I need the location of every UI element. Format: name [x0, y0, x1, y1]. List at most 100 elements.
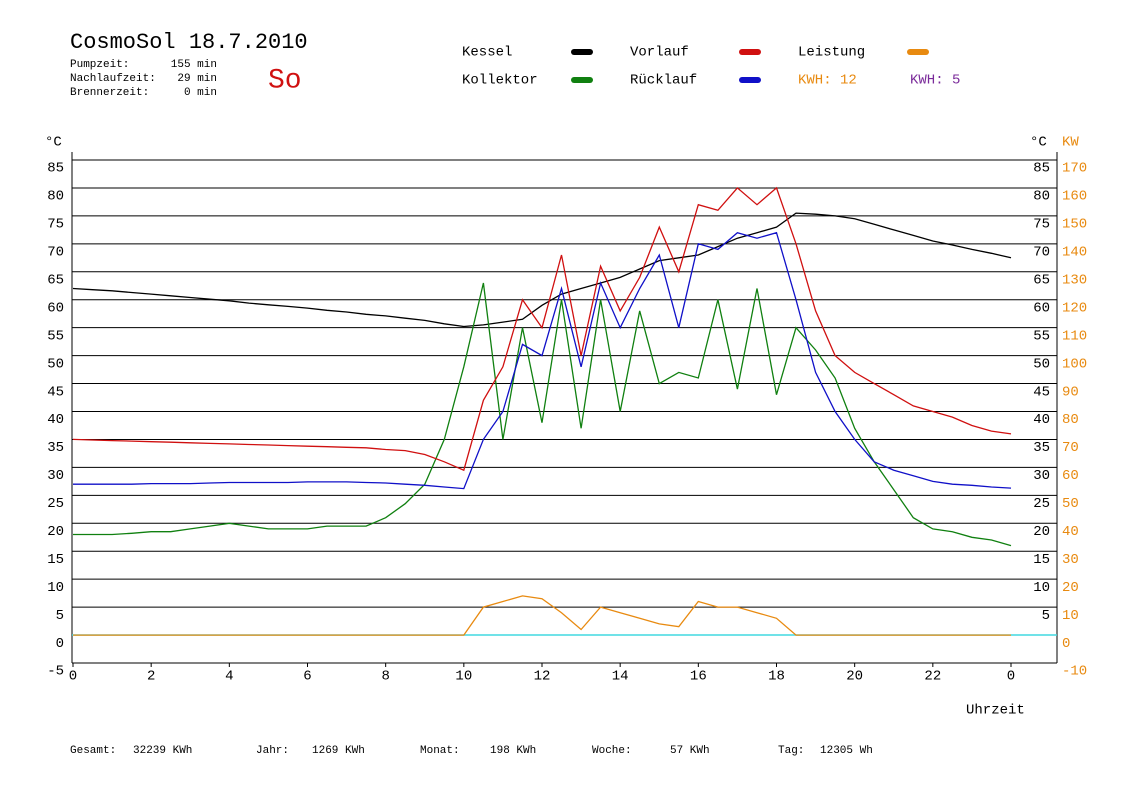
x-tick-label: 18 [768, 669, 785, 685]
legend-label: Vorlauf [630, 45, 689, 61]
y-tick-label-right: 65 [1033, 272, 1050, 288]
y2-tick-label: 110 [1062, 328, 1087, 344]
y-tick-label: 55 [47, 328, 64, 344]
y2-axis-label-c: °C [1030, 135, 1047, 151]
legend-label: Kollektor [462, 73, 538, 89]
x-axis-label: Uhrzeit [966, 703, 1025, 719]
y-tick-label-right: 60 [1033, 300, 1050, 316]
y2-tick-label: 50 [1062, 496, 1079, 512]
y2-tick-label: 170 [1062, 161, 1087, 177]
y2-tick-label: 90 [1062, 384, 1079, 400]
y2-tick-label: 70 [1062, 440, 1079, 456]
y2-tick-label: 20 [1062, 580, 1079, 596]
y-tick-label-right: 45 [1033, 384, 1050, 400]
y-tick-label-right: 85 [1033, 161, 1050, 177]
info-label: Nachlaufzeit: [70, 73, 156, 85]
y-tick-label-right: 25 [1033, 496, 1050, 512]
footer-label: Tag: [778, 745, 804, 757]
x-tick-label: 20 [846, 669, 863, 685]
x-tick-label: 0 [1007, 669, 1015, 685]
info-label: Brennerzeit: [70, 87, 149, 99]
series-line [72, 212, 1012, 328]
y-tick-label: 25 [47, 496, 64, 512]
y2-tick-label: -10 [1062, 664, 1087, 680]
y2-tick-label: 140 [1062, 245, 1087, 261]
chart-title: CosmoSol 18.7.2010 [70, 30, 308, 55]
y-tick-label: 45 [47, 384, 64, 400]
y2-tick-label: 40 [1062, 524, 1079, 540]
series-line [73, 282, 1012, 547]
y-axis-label: °C [45, 135, 62, 151]
legend-label: Kessel [462, 45, 512, 61]
y2-tick-label: 10 [1062, 608, 1079, 624]
y-tick-label-right: 80 [1033, 189, 1050, 205]
y-tick-label-right: 55 [1033, 328, 1050, 344]
y-tick-label-right: 75 [1033, 217, 1050, 233]
y-tick-label-right: 40 [1033, 412, 1050, 428]
y-tick-label: 65 [47, 272, 64, 288]
y2-tick-label: 60 [1062, 468, 1079, 484]
x-tick-label: 4 [225, 669, 233, 685]
info-value: 29 min [177, 73, 217, 85]
y-tick-label: 15 [47, 552, 64, 568]
y-tick-label: 10 [47, 580, 64, 596]
footer-value: 1269 KWh [312, 745, 365, 757]
legend-label: Rücklauf [630, 73, 697, 89]
y-tick-label: 20 [47, 524, 64, 540]
y2-tick-label: 160 [1062, 189, 1087, 205]
series-line [73, 595, 1011, 636]
day-label: So [268, 65, 302, 96]
y2-axis-label: KW [1062, 135, 1079, 151]
x-tick-label: 16 [690, 669, 707, 685]
y2-tick-label: 100 [1062, 356, 1087, 372]
footer-label: Jahr: [256, 745, 289, 757]
y-tick-label: 70 [47, 245, 64, 261]
y-tick-label: 60 [47, 300, 64, 316]
y-tick-label: 40 [47, 412, 64, 428]
y-tick-label: 35 [47, 440, 64, 456]
info-label: Pumpzeit: [70, 59, 129, 71]
y-tick-label-right: 70 [1033, 245, 1050, 261]
x-tick-label: 8 [381, 669, 389, 685]
x-tick-label: 22 [924, 669, 941, 685]
y-tick-label: 75 [47, 217, 64, 233]
y2-tick-label: 80 [1062, 412, 1079, 428]
y2-tick-label: 30 [1062, 552, 1079, 568]
y-tick-label: 50 [47, 356, 64, 372]
kwh-label: KWH: 5 [910, 73, 960, 89]
y2-tick-label: 130 [1062, 272, 1087, 288]
y-tick-label: 0 [56, 636, 64, 652]
kwh-label: KWH: 12 [798, 73, 857, 89]
y2-tick-label: 150 [1062, 217, 1087, 233]
footer-value: 32239 KWh [133, 745, 192, 757]
x-tick-label: 12 [534, 669, 551, 685]
y-tick-label: 85 [47, 161, 64, 177]
footer-value: 57 KWh [670, 745, 710, 757]
series-line [73, 231, 1012, 490]
footer-value: 12305 Wh [820, 745, 873, 757]
y-tick-label-right: 5 [1042, 608, 1050, 624]
y-tick-label-right: 15 [1033, 552, 1050, 568]
y-tick-label-right: 10 [1033, 580, 1050, 596]
y2-tick-label: 120 [1062, 300, 1087, 316]
info-value: 0 min [184, 87, 217, 99]
y2-tick-label: 0 [1062, 636, 1070, 652]
legend-label: Leistung [798, 45, 865, 61]
y-tick-label-right: 50 [1033, 356, 1050, 372]
x-tick-label: 2 [147, 669, 155, 685]
footer-label: Woche: [592, 745, 632, 757]
footer-label: Monat: [420, 745, 460, 757]
x-tick-label: 10 [455, 669, 472, 685]
footer-value: 198 KWh [490, 745, 536, 757]
info-value: 155 min [171, 59, 217, 71]
y-tick-label: 80 [47, 189, 64, 205]
series-line [72, 186, 1012, 472]
footer-label: Gesamt: [70, 745, 116, 757]
y-tick-label: 30 [47, 468, 64, 484]
x-tick-label: 6 [303, 669, 311, 685]
y-tick-label-right: 30 [1033, 468, 1050, 484]
y-tick-label: -5 [47, 664, 64, 680]
y-tick-label-right: 35 [1033, 440, 1050, 456]
y-tick-label: 5 [56, 608, 64, 624]
